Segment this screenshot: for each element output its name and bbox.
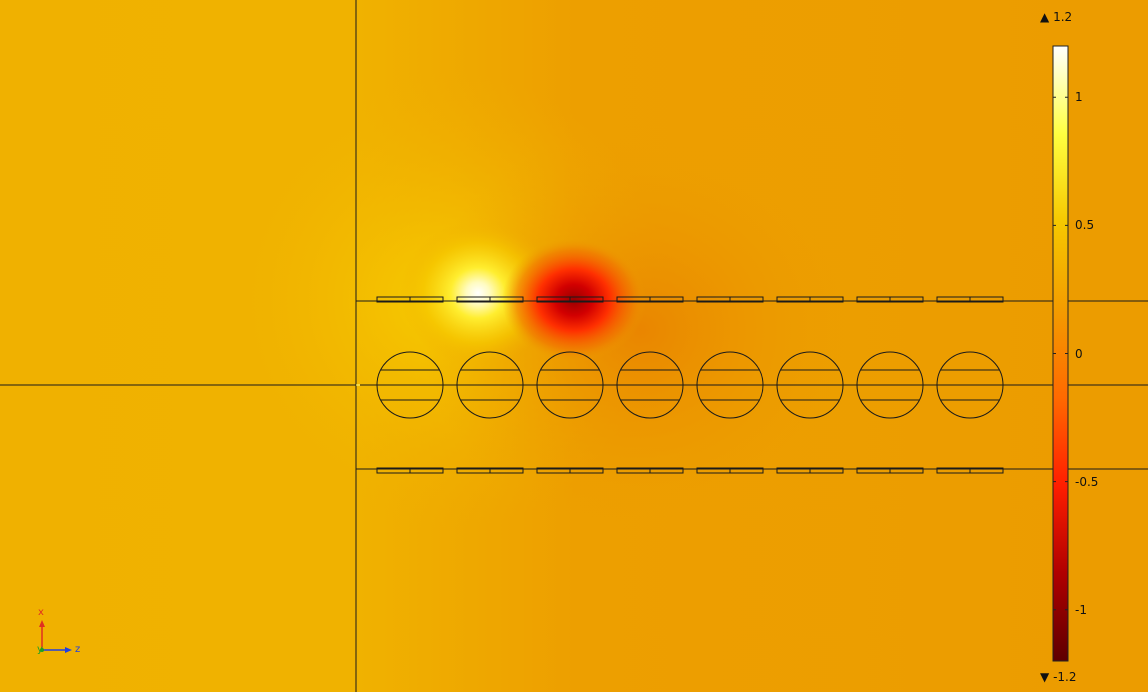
rod-2 <box>456 351 524 419</box>
colorbar-max-label: ▲ 1.2 <box>1040 10 1073 24</box>
down-triangle-icon: ▼ <box>1040 670 1050 684</box>
triad-z-label: z <box>75 644 81 655</box>
axes-triad <box>39 620 72 653</box>
field-wake-glow <box>420 130 860 530</box>
rod-6 <box>776 351 844 419</box>
colorbar-min-label: ▼ -1.2 <box>1040 670 1077 684</box>
colorbar-tick-label: 1 <box>1075 90 1083 105</box>
field-cold-spot <box>502 238 646 362</box>
triad-y-axis-dot <box>40 648 44 652</box>
rod-1 <box>376 351 444 419</box>
up-triangle-icon: ▲ <box>1040 10 1050 24</box>
colorbar-tick-label: -0.5 <box>1075 474 1099 489</box>
triad-x-label: x <box>38 607 44 618</box>
rod-4 <box>616 351 684 419</box>
triad-y-label: y <box>37 644 43 655</box>
colorbar-tick-label: 0 <box>1075 346 1083 361</box>
triad-x-arrowhead <box>39 620 45 627</box>
colorbar-tick-label: -1 <box>1075 602 1087 617</box>
rod-8 <box>936 351 1004 419</box>
rod-3 <box>536 351 604 419</box>
colorbar <box>1052 45 1069 662</box>
rod-5 <box>696 351 764 419</box>
rod-7 <box>856 351 924 419</box>
colorbar-tick-label: 0.5 <box>1075 218 1095 233</box>
triad-z-arrowhead <box>65 647 72 653</box>
